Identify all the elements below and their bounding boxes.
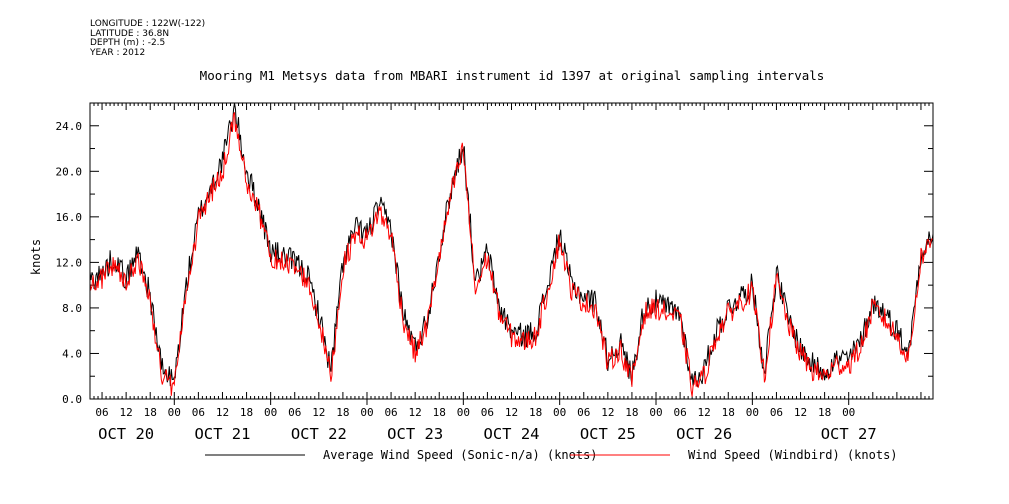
x-hour-tick-label: 06 [95, 406, 108, 419]
x-date-label: OCT 22 [291, 425, 347, 443]
x-hour-tick-label: 12 [312, 406, 325, 419]
legend-label: Average Wind Speed (Sonic-n/a) (knots) [323, 448, 598, 462]
x-hour-tick-label: 12 [698, 406, 711, 419]
x-hour-tick-label: 06 [577, 406, 590, 419]
x-hour-tick-label: 00 [553, 406, 566, 419]
x-hour-tick-label: 18 [144, 406, 157, 419]
x-hour-tick-label: 06 [192, 406, 205, 419]
x-hour-tick-label: 12 [794, 406, 807, 419]
x-hour-tick-label: 00 [457, 406, 470, 419]
x-hour-tick-label: 00 [360, 406, 373, 419]
x-date-label: OCT 27 [821, 425, 877, 443]
depth-text: DEPTH (m) : -2.5 [90, 38, 166, 48]
x-hour-tick-label: 18 [625, 406, 638, 419]
x-hour-tick-label: 12 [601, 406, 614, 419]
x-date-label: OCT 24 [484, 425, 540, 443]
x-hour-tick-label: 12 [505, 406, 518, 419]
x-hour-tick-label: 18 [818, 406, 831, 419]
chart-title: Mooring M1 Metsys data from MBARI instru… [200, 68, 825, 83]
x-hour-tick-label: 06 [673, 406, 686, 419]
x-hour-tick-label: 18 [336, 406, 349, 419]
x-date-label: OCT 21 [194, 425, 250, 443]
longitude-text: LONGITUDE : 122W(-122) [90, 19, 206, 29]
x-date-label: OCT 25 [580, 425, 636, 443]
axis-ticks-layer [89, 102, 934, 405]
x-hour-tick-label: 18 [722, 406, 735, 419]
x-hour-tick-label: 12 [409, 406, 422, 419]
x-hour-tick-label: 00 [168, 406, 181, 419]
x-hour-tick-label: 00 [264, 406, 277, 419]
legend-label: Wind Speed (Windbird) (knots) [688, 448, 898, 462]
x-date-label: OCT 26 [676, 425, 732, 443]
plot-frame [89, 102, 934, 400]
y-tick-label: 12.0 [56, 256, 83, 269]
y-tick-label: 0.0 [62, 393, 82, 406]
x-hour-tick-label: 00 [746, 406, 759, 419]
x-hour-tick-label: 18 [529, 406, 542, 419]
tick-label-layer: 06 12 18 00 06 12 18 00 06 12 18 00 06 12 18 00 06 12 18 00… [56, 120, 877, 443]
year-text: YEAR : 2012 [90, 47, 146, 58]
y-tick-label: 20.0 [56, 165, 83, 178]
x-hour-tick-label: 00 [649, 406, 662, 419]
y-tick-label: 8.0 [62, 302, 82, 315]
series-line [89, 112, 934, 397]
legend: Average Wind Speed (Sonic-n/a) (knots) Wi… [205, 448, 898, 462]
y-tick-label: 16.0 [56, 211, 83, 224]
x-hour-tick-label: 06 [384, 406, 397, 419]
y-tick-label: 24.0 [56, 120, 83, 133]
x-hour-tick-label: 06 [770, 406, 783, 419]
latitude-text: LATITUDE : 36.8N [90, 28, 170, 39]
y-axis-label: knots [29, 239, 43, 275]
x-hour-tick-label: 18 [240, 406, 253, 419]
x-hour-tick-label: 00 [842, 406, 855, 419]
x-hour-tick-label: 12 [216, 406, 229, 419]
metadata-block: LONGITUDE : 122W(-122) LATITUDE : 36.8N … [90, 19, 206, 58]
series-layer [89, 102, 934, 397]
x-hour-tick-label: 06 [288, 406, 301, 419]
x-date-label: OCT 23 [387, 425, 443, 443]
x-date-label: OCT 20 [98, 425, 154, 443]
x-hour-tick-label: 18 [433, 406, 446, 419]
x-hour-tick-label: 12 [120, 406, 133, 419]
x-hour-tick-label: 06 [481, 406, 494, 419]
y-tick-label: 4.0 [62, 347, 82, 360]
series-line [89, 102, 934, 388]
